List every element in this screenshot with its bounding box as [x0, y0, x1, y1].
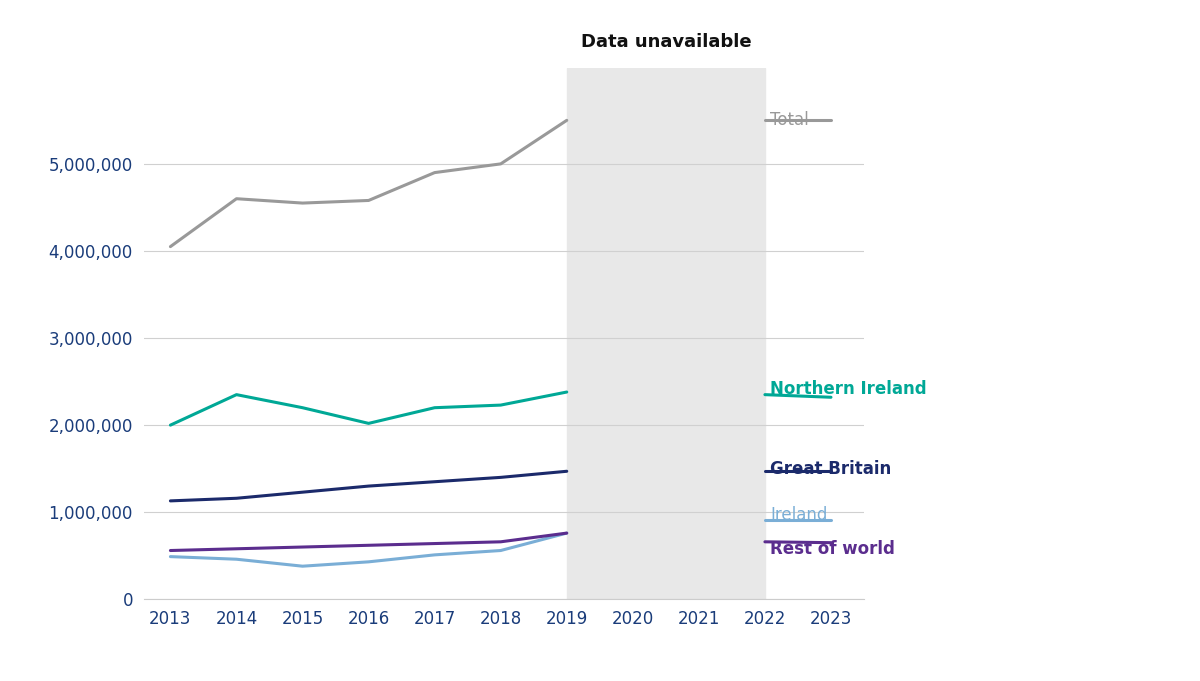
Text: Great Britain: Great Britain	[770, 460, 892, 477]
Text: Data unavailable: Data unavailable	[581, 33, 751, 52]
Text: Northern Ireland: Northern Ireland	[770, 381, 926, 398]
Bar	[566, 68, 764, 599]
Text: Total: Total	[770, 112, 809, 129]
Text: Rest of world: Rest of world	[770, 540, 895, 558]
Text: Ireland: Ireland	[770, 506, 828, 524]
